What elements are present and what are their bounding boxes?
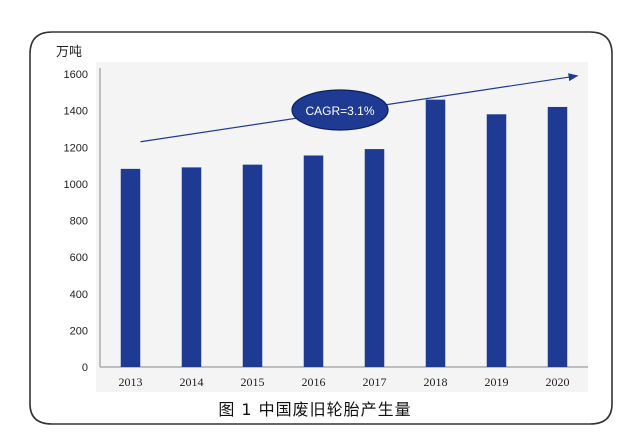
- x-tick-label: 2015: [241, 375, 265, 389]
- x-tick-label: 2017: [363, 375, 387, 389]
- y-tick-label: 600: [70, 252, 88, 264]
- cagr-ellipse: [291, 89, 389, 131]
- y-tick-label: 1400: [64, 106, 88, 118]
- y-tick-label: 400: [70, 289, 88, 301]
- bar: [364, 149, 385, 367]
- x-tick-label: 2014: [180, 375, 204, 389]
- bar: [303, 155, 324, 367]
- bar: [242, 164, 263, 367]
- bars: [120, 99, 568, 368]
- y-tick-labels: 0 200 400 600 800 1000 1200 1400 1600: [64, 69, 88, 374]
- y-tick-label: 1600: [64, 69, 88, 81]
- y-tick-label: 1000: [64, 179, 88, 191]
- y-tick-label: 800: [70, 216, 88, 228]
- cagr-label: CAGR=3.1%: [305, 104, 374, 118]
- bar: [425, 99, 446, 367]
- bar: [120, 168, 141, 367]
- x-tick-label: 2016: [302, 375, 326, 389]
- x-tick-labels: 2013 2014 2015 2016 2017 2018 2019 2020: [119, 375, 570, 389]
- y-tick-label: 1200: [64, 142, 88, 154]
- x-tick-label: 2019: [485, 375, 509, 389]
- y-tick-label: 200: [70, 325, 88, 337]
- bar: [181, 167, 202, 367]
- x-tick-label: 2020: [546, 375, 570, 389]
- bar: [547, 106, 568, 368]
- y-axis-unit: 万吨: [56, 45, 82, 60]
- figure-border: [29, 31, 613, 425]
- x-tick-label: 2013: [119, 375, 143, 389]
- y-tick-label: 0: [82, 362, 88, 374]
- x-tick-label: 2018: [424, 375, 448, 389]
- bar: [486, 114, 507, 367]
- figure-caption: 图 1 中国废旧轮胎产生量: [218, 400, 412, 419]
